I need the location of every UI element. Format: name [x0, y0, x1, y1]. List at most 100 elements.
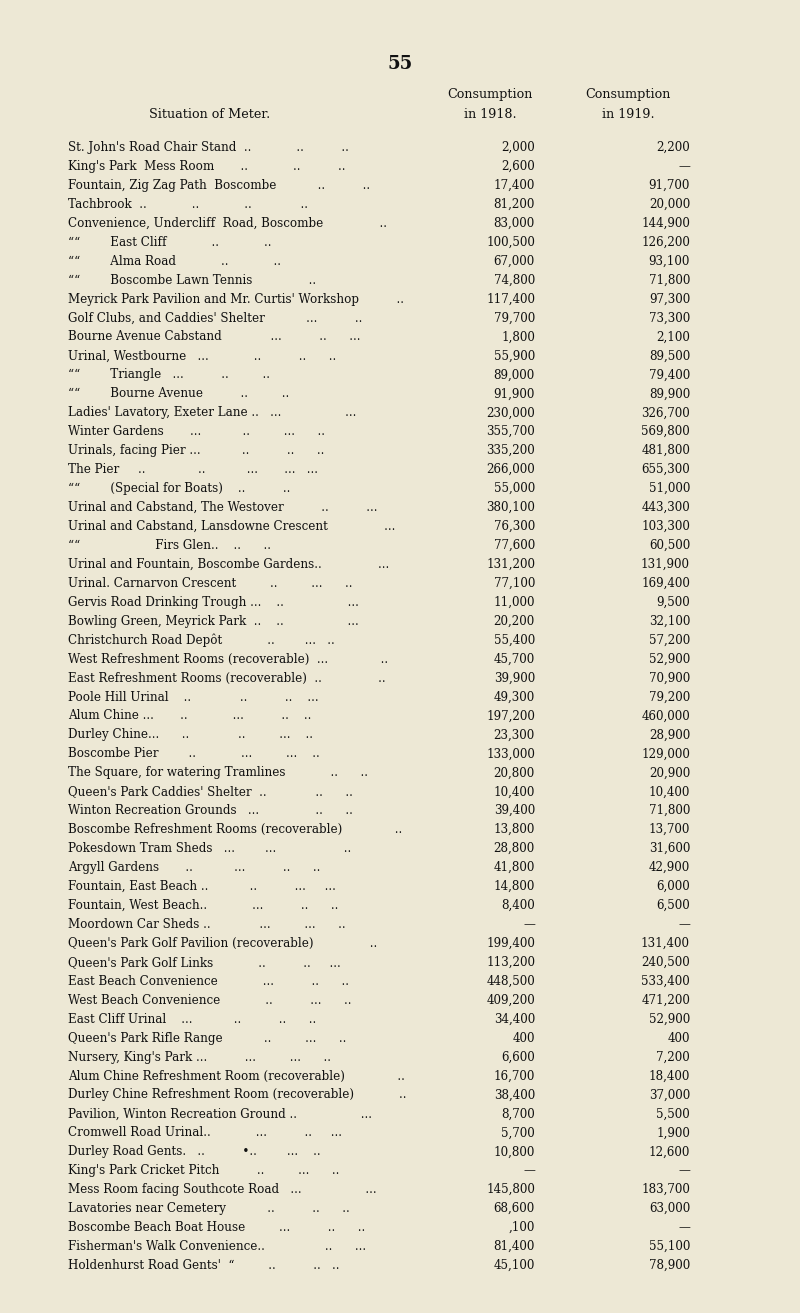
- Text: East Cliff Urinal    ...           ..          ..      ..: East Cliff Urinal ... .. .. ..: [68, 1012, 316, 1025]
- Text: 655,300: 655,300: [642, 463, 690, 477]
- Text: King's Park Cricket Pitch          ..         ...      ..: King's Park Cricket Pitch .. ... ..: [68, 1165, 339, 1178]
- Text: 10,400: 10,400: [649, 785, 690, 798]
- Text: Fountain, East Beach ..           ..          ...     ...: Fountain, East Beach .. .. ... ...: [68, 880, 336, 893]
- Text: 5,700: 5,700: [502, 1127, 535, 1140]
- Text: 45,700: 45,700: [494, 653, 535, 666]
- Text: 76,300: 76,300: [494, 520, 535, 533]
- Text: ““        East Cliff            ..            ..: ““ East Cliff .. ..: [68, 236, 271, 248]
- Text: The Square, for watering Tramlines            ..      ..: The Square, for watering Tramlines .. ..: [68, 767, 368, 780]
- Text: Queen's Park Golf Pavilion (recoverable)               ..: Queen's Park Golf Pavilion (recoverable)…: [68, 937, 378, 949]
- Text: 20,200: 20,200: [494, 614, 535, 628]
- Text: Convenience, Undercliff  Road, Boscombe               ..: Convenience, Undercliff Road, Boscombe .…: [68, 217, 387, 230]
- Text: 79,400: 79,400: [649, 369, 690, 381]
- Text: Queen's Park Caddies' Shelter  ..             ..      ..: Queen's Park Caddies' Shelter .. .. ..: [68, 785, 353, 798]
- Text: Lavatories near Cemetery           ..          ..      ..: Lavatories near Cemetery .. .. ..: [68, 1203, 350, 1215]
- Text: Boscombe Pier        ..            ...         ...    ..: Boscombe Pier .. ... ... ..: [68, 747, 320, 760]
- Text: 335,200: 335,200: [486, 444, 535, 457]
- Text: ,100: ,100: [509, 1221, 535, 1234]
- Text: 55,900: 55,900: [494, 349, 535, 362]
- Text: Golf Clubs, and Caddies' Shelter           ...          ..: Golf Clubs, and Caddies' Shelter ... ..: [68, 311, 362, 324]
- Text: 10,800: 10,800: [494, 1145, 535, 1158]
- Text: —: —: [523, 1165, 535, 1178]
- Text: 326,700: 326,700: [642, 406, 690, 419]
- Text: 42,900: 42,900: [649, 861, 690, 874]
- Text: 240,500: 240,500: [642, 956, 690, 969]
- Text: Durley Chine Refreshment Room (recoverable)            ..: Durley Chine Refreshment Room (recoverab…: [68, 1088, 406, 1102]
- Text: 144,900: 144,900: [641, 217, 690, 230]
- Text: Tachbrook  ..            ..            ..             ..: Tachbrook .. .. .. ..: [68, 198, 308, 211]
- Text: 17,400: 17,400: [494, 179, 535, 192]
- Text: 31,600: 31,600: [649, 842, 690, 855]
- Text: ““                    Firs Glen..    ..      ..: ““ Firs Glen.. .. ..: [68, 538, 271, 551]
- Text: 68,600: 68,600: [494, 1203, 535, 1215]
- Text: 9,500: 9,500: [656, 596, 690, 609]
- Text: Consumption: Consumption: [447, 88, 533, 101]
- Text: in 1918.: in 1918.: [464, 108, 516, 121]
- Text: 55: 55: [387, 55, 413, 74]
- Text: 460,000: 460,000: [642, 709, 690, 722]
- Text: 57,200: 57,200: [649, 634, 690, 647]
- Text: East Refreshment Rooms (recoverable)  ..               ..: East Refreshment Rooms (recoverable) .. …: [68, 671, 386, 684]
- Text: Fisherman's Walk Convenience..                ..      ...: Fisherman's Walk Convenience.. .. ...: [68, 1239, 366, 1253]
- Text: —: —: [523, 918, 535, 931]
- Text: 230,000: 230,000: [486, 406, 535, 419]
- Text: 13,800: 13,800: [494, 823, 535, 836]
- Text: 83,000: 83,000: [494, 217, 535, 230]
- Text: 73,300: 73,300: [649, 311, 690, 324]
- Text: Urinal, Westbourne   ...            ..          ..      ..: Urinal, Westbourne ... .. .. ..: [68, 349, 336, 362]
- Text: ““        Triangle   ...          ..         ..: ““ Triangle ... .. ..: [68, 369, 270, 381]
- Text: 41,800: 41,800: [494, 861, 535, 874]
- Text: St. John's Road Chair Stand  ..            ..          ..: St. John's Road Chair Stand .. .. ..: [68, 140, 349, 154]
- Text: Bowling Green, Meyrick Park  ..    ..                 ...: Bowling Green, Meyrick Park .. .. ...: [68, 614, 358, 628]
- Text: Winter Gardens       ...           ..         ...      ..: Winter Gardens ... .. ... ..: [68, 425, 325, 439]
- Text: Queen's Park Golf Links            ..          ..     ...: Queen's Park Golf Links .. .. ...: [68, 956, 341, 969]
- Text: West Refreshment Rooms (recoverable)  ...              ..: West Refreshment Rooms (recoverable) ...…: [68, 653, 388, 666]
- Text: 79,700: 79,700: [494, 311, 535, 324]
- Text: 12,600: 12,600: [649, 1145, 690, 1158]
- Text: 51,000: 51,000: [649, 482, 690, 495]
- Text: 89,000: 89,000: [494, 369, 535, 381]
- Text: Durley Road Gents.   ..          •..        ...    ..: Durley Road Gents. .. •.. ... ..: [68, 1145, 321, 1158]
- Text: 131,900: 131,900: [641, 558, 690, 571]
- Text: 103,300: 103,300: [641, 520, 690, 533]
- Text: 39,900: 39,900: [494, 671, 535, 684]
- Text: 23,300: 23,300: [494, 729, 535, 742]
- Text: 197,200: 197,200: [486, 709, 535, 722]
- Text: Nursery, King's Park ...          ...         ...      ..: Nursery, King's Park ... ... ... ..: [68, 1050, 331, 1064]
- Text: 14,800: 14,800: [494, 880, 535, 893]
- Text: 93,100: 93,100: [649, 255, 690, 268]
- Text: 2,100: 2,100: [656, 331, 690, 344]
- Text: 97,300: 97,300: [649, 293, 690, 306]
- Text: 77,100: 77,100: [494, 576, 535, 590]
- Text: 471,200: 471,200: [641, 994, 690, 1007]
- Text: 55,100: 55,100: [649, 1239, 690, 1253]
- Text: 199,400: 199,400: [486, 937, 535, 949]
- Text: 70,900: 70,900: [649, 671, 690, 684]
- Text: 145,800: 145,800: [486, 1183, 535, 1196]
- Text: 443,300: 443,300: [642, 502, 690, 513]
- Text: Christchurch Road Depôt            ..        ...   ..: Christchurch Road Depôt .. ... ..: [68, 633, 334, 647]
- Text: —: —: [678, 160, 690, 173]
- Text: 533,400: 533,400: [642, 974, 690, 987]
- Text: 49,300: 49,300: [494, 691, 535, 704]
- Text: Ladies' Lavatory, Exeter Lane ..   ...                 ...: Ladies' Lavatory, Exeter Lane .. ... ...: [68, 406, 356, 419]
- Text: Consumption: Consumption: [586, 88, 670, 101]
- Text: The Pier     ..              ..           ...       ...   ...: The Pier .. .. ... ... ...: [68, 463, 318, 477]
- Text: —: —: [678, 1221, 690, 1234]
- Text: 169,400: 169,400: [641, 576, 690, 590]
- Text: 400: 400: [667, 1032, 690, 1045]
- Text: West Beach Convenience            ..          ...      ..: West Beach Convenience .. ... ..: [68, 994, 351, 1007]
- Text: 400: 400: [513, 1032, 535, 1045]
- Text: 11,000: 11,000: [494, 596, 535, 609]
- Text: King's Park  Mess Room       ..            ..          ..: King's Park Mess Room .. .. ..: [68, 160, 346, 173]
- Text: Fountain, West Beach..            ...          ..      ..: Fountain, West Beach.. ... .. ..: [68, 899, 338, 913]
- Text: 10,400: 10,400: [494, 785, 535, 798]
- Text: 45,100: 45,100: [494, 1259, 535, 1272]
- Text: 133,000: 133,000: [486, 747, 535, 760]
- Text: 7,200: 7,200: [656, 1050, 690, 1064]
- Text: 91,700: 91,700: [649, 179, 690, 192]
- Text: Situation of Meter.: Situation of Meter.: [150, 108, 270, 121]
- Text: Meyrick Park Pavilion and Mr. Curtis' Workshop          ..: Meyrick Park Pavilion and Mr. Curtis' Wo…: [68, 293, 404, 306]
- Text: 409,200: 409,200: [486, 994, 535, 1007]
- Text: 569,800: 569,800: [642, 425, 690, 439]
